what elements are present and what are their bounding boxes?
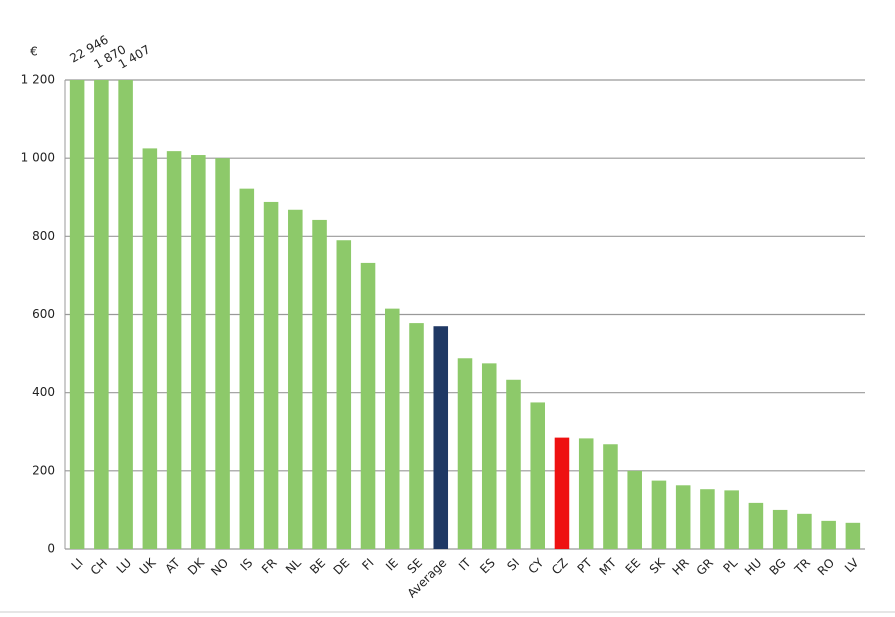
- x-tick-label: EE: [623, 556, 644, 577]
- x-tick-label: CZ: [549, 556, 571, 578]
- x-tick-label: MT: [597, 555, 620, 578]
- y-axis-label: €: [30, 45, 38, 59]
- x-tick-label: LI: [69, 556, 86, 573]
- bar: [191, 155, 206, 550]
- bar: [263, 201, 279, 549]
- bar: [385, 308, 400, 549]
- bar: [457, 358, 473, 549]
- bar: [166, 151, 182, 550]
- bar: [409, 323, 424, 549]
- bar: [312, 219, 327, 549]
- x-tick-label: CH: [88, 556, 110, 578]
- y-tick-label: 200: [32, 463, 55, 477]
- bar: [239, 188, 255, 549]
- x-tick-label: SI: [504, 556, 522, 574]
- x-tick-label: ES: [477, 556, 498, 577]
- bar: [651, 480, 667, 549]
- bar: [481, 363, 497, 549]
- bar: [627, 470, 642, 549]
- x-tick-label: BE: [307, 556, 328, 577]
- x-tick-label: CY: [525, 555, 546, 576]
- x-tick-label: LU: [114, 556, 134, 576]
- bar: [603, 444, 618, 549]
- bar: [336, 240, 352, 549]
- x-tick-label: HR: [670, 556, 692, 578]
- bar: [118, 80, 133, 550]
- bar: [797, 513, 812, 549]
- bar: [69, 80, 85, 549]
- x-tick-label: UK: [137, 555, 159, 577]
- bar: [845, 522, 861, 549]
- bar: [578, 438, 594, 549]
- y-tick-label: 1 200: [21, 73, 55, 87]
- x-tick-label: NO: [208, 556, 231, 579]
- x-tick-label: PT: [575, 555, 596, 576]
- x-tick-label: IT: [456, 555, 474, 573]
- bar: [772, 509, 788, 549]
- y-tick-label: 600: [32, 307, 55, 321]
- bar: [530, 402, 545, 549]
- bar: [215, 158, 230, 549]
- y-tick-label: 1 000: [21, 151, 55, 165]
- x-tick-label: PL: [721, 555, 741, 575]
- x-tick-label: RO: [815, 556, 837, 578]
- x-tick-label: DE: [331, 556, 353, 578]
- bar: [288, 209, 303, 550]
- x-tick-label: FI: [359, 556, 376, 573]
- y-tick-label: 0: [47, 542, 55, 556]
- x-tick-label: LV: [842, 555, 862, 575]
- bar: [554, 437, 570, 549]
- x-tick-label: DK: [185, 555, 208, 578]
- bar: [748, 502, 764, 549]
- x-tick-label: IE: [383, 556, 401, 574]
- bar: [94, 80, 109, 549]
- x-tick-label: HU: [742, 556, 764, 578]
- x-tick-label: AT: [162, 555, 183, 576]
- bar: [360, 262, 376, 549]
- x-tick-label: IS: [238, 556, 256, 574]
- y-tick-label: 800: [32, 229, 55, 243]
- x-tick-label: SK: [647, 555, 669, 577]
- bar: [506, 379, 521, 549]
- x-tick-label: NL: [283, 555, 304, 576]
- x-tick-label: BG: [767, 556, 789, 578]
- bar: [724, 490, 739, 549]
- bar: [142, 148, 158, 550]
- x-tick-label: GR: [694, 556, 716, 578]
- x-tick-label: FR: [259, 556, 280, 577]
- bar: [700, 489, 715, 549]
- bar: [675, 485, 691, 549]
- x-tick-label: TR: [791, 556, 813, 578]
- bar: [433, 326, 449, 549]
- y-tick-label: 400: [32, 385, 55, 399]
- bar: [821, 520, 836, 549]
